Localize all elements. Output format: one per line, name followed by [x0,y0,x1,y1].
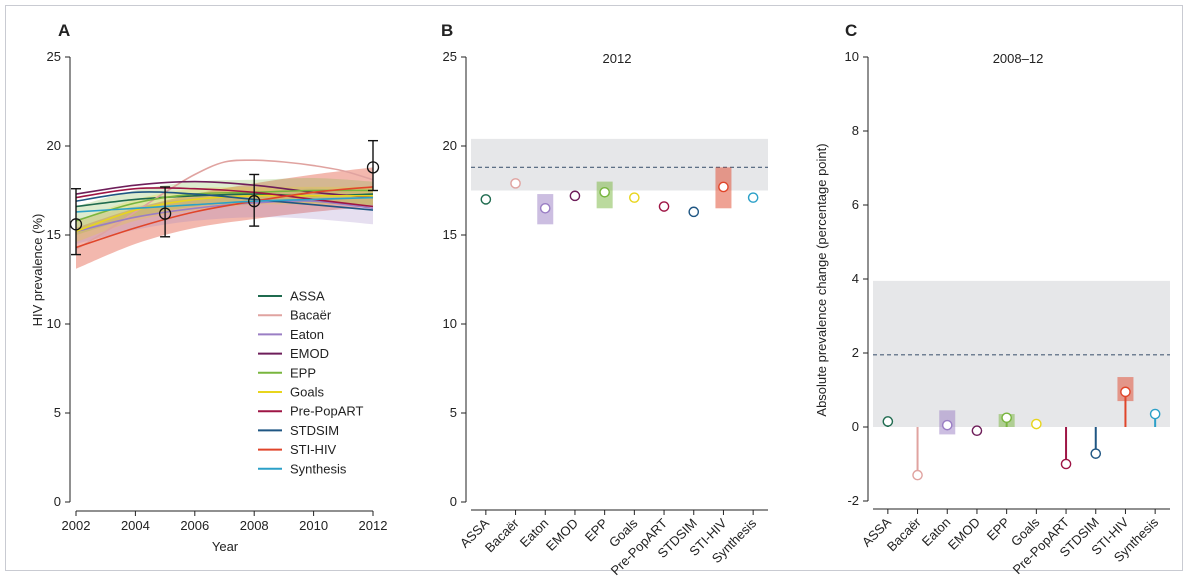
panel-b-ytick-label: 15 [443,227,457,242]
panel-b-point-emod [569,190,581,202]
panel-c-ytick-label: 10 [845,49,859,64]
observed-point [158,207,172,220]
legend-label-bacaer: Bacaër [290,308,332,323]
panel-c-ytick-label: 6 [852,197,859,212]
panel-b-ytick-label: 0 [450,494,457,509]
panel-a-ytick-label: 15 [47,227,61,242]
panel-c-xtick-label-emod: EMOD [945,515,983,553]
panel-c-label: C [845,21,857,40]
panel-c-reference-band [873,280,1170,427]
legend-label-stdsim: STDSIM [290,423,339,438]
line-epp [75,189,374,222]
panel-c-point-pre-popart [1060,458,1072,470]
observed-point [366,161,380,174]
panel-a-xlabel: Year [212,539,239,554]
panel-c-point-goals [1031,418,1042,430]
panel-a-xtick-label: 2006 [180,518,209,533]
panel-b-title: 2012 [603,51,632,66]
line-bacaer [75,159,374,250]
panel-b-ytick-label: 25 [443,49,457,64]
panel-b-xtick-label-bacaer: Bacaër [482,515,522,555]
panel-b-label: B [441,21,453,40]
panel-b-point-sti-hiv [718,181,729,193]
band-eaton [76,188,373,244]
panel-b-point-pre-popart [658,201,670,212]
panel-b-point-assa [480,194,492,205]
panel-c-ytick-label: 2 [852,345,859,360]
panel-c-point-eaton [941,419,953,431]
panel-c-point-synthesis [1149,408,1161,420]
panel-c-point-emod [971,425,983,437]
legend-label-synthesis: Synthesis [290,461,347,476]
panel-c-ytick-label: 8 [852,123,859,138]
panel-c-point-sti-hiv [1120,386,1131,398]
line-stdsim [75,191,374,211]
panel-a-ytick-label: 10 [47,316,61,331]
panel-a-xtick-label: 2004 [121,518,150,533]
panel-a-plot: 0 5 10 15 20 25 2002 2004 2006 2008 2010 2012 [47,49,388,533]
panel-a-legend: ASSA Bacaër Eaton EMOD EPP Goals Pre-PopART STD… [258,289,364,476]
band-sti-hiv [76,167,373,269]
panel-a-xtick-label: 2012 [359,518,388,533]
panel-c-ytick-label: 4 [852,271,859,286]
panel-b-ytick-label: 5 [450,405,457,420]
panel-b-xtick-label-emod: EMOD [543,516,581,554]
legend-label-epp: EPP [290,365,316,380]
legend-label-assa: ASSA [290,289,325,304]
panel-a-xtick-label: 2010 [299,518,328,533]
panel-a-ytick-label: 20 [47,138,61,153]
panel-a-ylabel: HIV prevalence (%) [30,214,45,327]
panel-a-ytick-label: 5 [54,405,61,420]
line-synthesis [75,196,374,213]
line-eaton [75,200,374,233]
panel-c-ytick-label: 0 [852,419,859,434]
panel-a-xtick-label: 2002 [62,518,91,533]
panel-c-point-epp [1001,412,1012,424]
panel-a-ytick-label: 0 [54,494,61,509]
line-emod [75,180,374,199]
panel-c-ytick-label: -2 [847,493,859,508]
panel-c-ylabel: Absolute prevalence change (percentage p… [814,143,829,416]
legend-label-emod: EMOD [290,346,329,361]
panel-a-ytick-label: 25 [47,49,61,64]
panel-a-label: A [58,21,70,40]
legend-label-pre-popart: Pre-PopART [290,404,364,419]
panel-c-xtick-label-bacaer: Bacaër [884,514,924,554]
panel-b-point-synthesis [747,192,759,203]
panel-c-title: 2008–12 [993,51,1044,66]
panel-b-point-bacaer [510,178,521,189]
panel-b-point-goals [629,192,640,203]
panel-a-xtick-label: 2008 [240,518,269,533]
line-sti-hiv [75,186,374,249]
observed-point [248,195,261,208]
legend-label-goals: Goals [290,385,324,400]
panel-b-point-eaton [539,202,551,214]
panel-b-ytick-label: 20 [443,138,457,153]
panel-c-point-stdsim [1090,448,1102,459]
panel-c-point-bacaer [912,469,923,481]
panel-b-point-epp [599,186,610,198]
legend-label-eaton: Eaton [290,327,324,342]
panel-b-ytick-label: 10 [443,316,457,331]
panel-b-point-stdsim [688,206,700,218]
legend-label-sti-hiv: STI-HIV [290,442,337,457]
panel-c-point-assa [882,416,894,427]
